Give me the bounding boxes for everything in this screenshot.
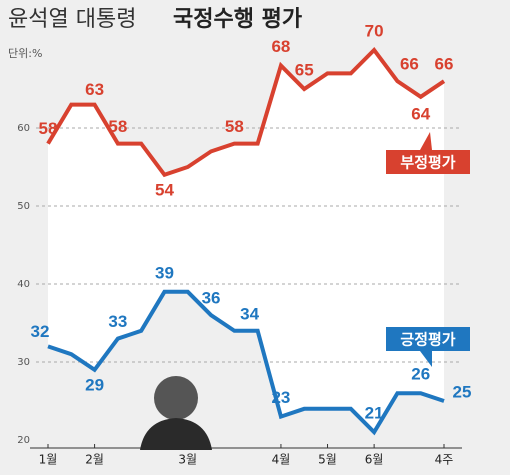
legend-box: [386, 327, 470, 351]
y-tick-label: 60: [17, 123, 30, 134]
photo-head: [154, 376, 198, 420]
data-label: 58: [108, 117, 127, 136]
data-label: 68: [271, 37, 290, 56]
data-label: 58: [39, 119, 58, 138]
data-label: 26: [411, 365, 430, 384]
data-label: 33: [108, 312, 127, 331]
data-label: 23: [271, 388, 290, 407]
data-label: 66: [435, 55, 454, 74]
data-label: 66: [400, 55, 419, 74]
series-line: [46, 46, 446, 178]
y-tick-label: 20: [17, 435, 30, 446]
y-tick-label: 50: [17, 201, 30, 212]
legend-label: 긍정평가: [400, 331, 455, 349]
y-tick-label: 40: [17, 279, 30, 290]
data-label: 25: [453, 382, 472, 401]
x-tick-label: 4주: [435, 453, 454, 467]
chart-title-emphasis: 국정수행 평가: [173, 7, 302, 32]
legend-box: [386, 150, 470, 174]
data-label: 21: [365, 404, 384, 423]
chart-title: 윤석열 대통령: [8, 7, 136, 32]
data-label: 63: [85, 80, 104, 99]
data-label: 65: [295, 60, 314, 79]
y-tick-label: 30: [17, 357, 30, 368]
legend-pointer: [420, 132, 432, 150]
x-tick-label: 4월: [272, 453, 291, 467]
data-label: 32: [31, 322, 50, 341]
photo-body: [140, 418, 212, 450]
data-label: 54: [155, 180, 174, 199]
photo: [140, 376, 212, 450]
x-tick-label: 1월: [39, 453, 58, 467]
unit-label: 단위:%: [8, 47, 42, 60]
data-label: 36: [202, 289, 221, 308]
series-line: [47, 289, 445, 436]
band-fill: [48, 50, 444, 433]
data-label: 34: [240, 304, 259, 323]
x-tick-label: 6월: [365, 453, 384, 467]
data-label: 29: [85, 375, 104, 394]
x-tick-label: 2월: [85, 453, 104, 467]
data-label: 39: [155, 263, 174, 282]
legend-label: 부정평가: [400, 154, 455, 172]
legend-pointer: [420, 351, 432, 367]
data-label: 64: [411, 104, 430, 123]
x-tick-label: 3월: [178, 453, 197, 467]
data-label: 70: [365, 21, 384, 40]
data-label: 58: [225, 117, 244, 136]
x-tick-label: 5월: [318, 453, 337, 467]
